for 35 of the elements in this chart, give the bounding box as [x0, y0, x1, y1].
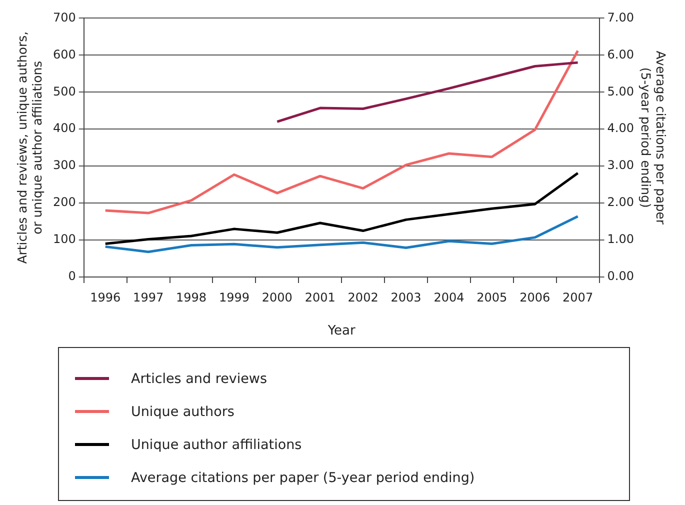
y-tick-label: 400	[53, 121, 76, 136]
x-tick-label: 1998	[176, 290, 207, 304]
y2-tick-label: 3.00	[607, 158, 634, 172]
x-tick-label: 2004	[434, 290, 464, 304]
y-tick-label: 300	[53, 158, 76, 172]
x-tick-label: 1996	[90, 290, 121, 304]
x-tick-label: 2006	[520, 290, 550, 304]
y-tick-label: 700	[53, 10, 76, 24]
x-tick-label: 2001	[304, 290, 336, 304]
x-tick-label: 2003	[390, 290, 422, 304]
y-tick-label: 100	[53, 232, 76, 246]
x-tick-label: 2002	[348, 290, 378, 304]
y2-tick-label: 0.00	[607, 269, 634, 284]
y2-tick-label: 2.00	[607, 195, 634, 210]
x-tick-label: 2000	[262, 290, 292, 304]
y2-tick-label: 7.00	[607, 10, 634, 24]
y2-tick-label: 6.00	[607, 47, 634, 62]
y2-tick-label: 5.00	[607, 84, 634, 98]
y-axis-title: Articles and reviews, unique authors, or unique author affiliations	[14, 31, 44, 264]
y2-tick-label: 1.00	[607, 232, 634, 246]
y-tick-label: 600	[53, 47, 76, 62]
y2-tick-label: 4.00	[607, 121, 634, 136]
y2-axis-title: Average citations per paper (5-year period ending)	[638, 50, 668, 226]
x-tick-label: 1997	[133, 290, 164, 304]
legend-label: Unique author affiliations	[131, 436, 302, 452]
x-axis-title: Year	[326, 324, 356, 339]
y-tick-label: 200	[53, 195, 76, 210]
y-tick-label: 0	[68, 269, 76, 284]
legend-label: Articles and reviews	[131, 370, 268, 386]
legend-label: Average citations per paper (5-year period ending)	[131, 470, 475, 486]
x-tick-label: 1999	[218, 290, 250, 304]
x-tick-label: 2005	[476, 290, 508, 304]
y-tick-label: 500	[53, 84, 76, 98]
x-tick-label: 2007	[562, 290, 594, 304]
legend-label: Unique authors	[131, 404, 234, 420]
